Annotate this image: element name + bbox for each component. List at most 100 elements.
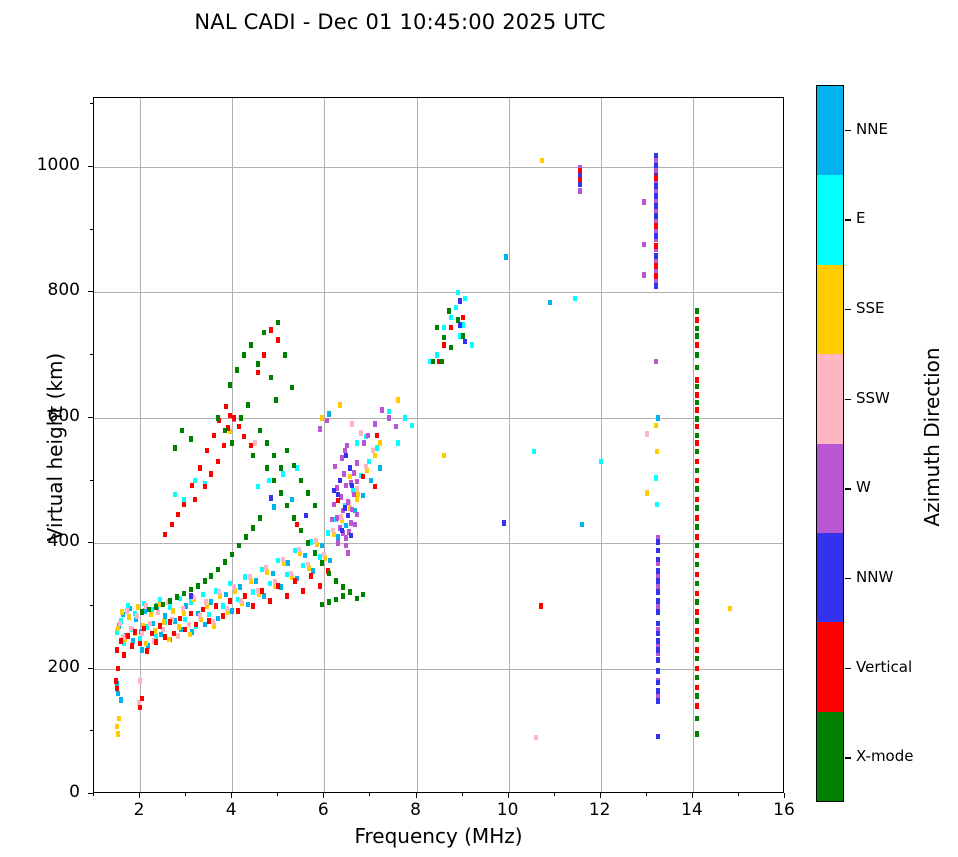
echo-marker-w [653,198,658,204]
echo-marker-e [183,616,188,623]
echo-marker-vertical [267,598,272,604]
colorbar-label-nnw: NNW [856,567,894,586]
echo-marker-w [354,511,359,518]
echo-marker-ssw [314,537,319,544]
echo-marker-x-mode [695,655,700,662]
echo-marker-x-mode [285,447,290,454]
echo-marker-sse [298,550,303,556]
echo-marker-vertical [221,442,226,449]
echo-marker-ssw [297,546,302,553]
echo-marker-nne [195,610,200,617]
echo-marker-ssw [181,605,186,612]
echo-marker-e [158,596,163,603]
echo-marker-nne [327,557,332,564]
echo-marker-w [653,236,658,243]
colorbar-label-x-mode: X-mode [856,747,914,766]
echo-marker-x-mode [446,308,451,314]
echo-marker-nnw [653,183,658,189]
echo-marker-sse [644,490,649,496]
echo-marker-sse [339,517,344,524]
echo-marker-x-mode [435,324,440,331]
echo-marker-nne [238,584,243,590]
echo-marker-x-mode [227,382,232,388]
echo-marker-x-mode [181,590,186,597]
echo-marker-x-mode [179,427,184,434]
echo-marker-x-mode [250,525,255,531]
echo-marker-nnw [656,688,661,694]
echo-marker-nnw [656,679,661,686]
echo-marker-w [653,208,658,214]
echo-marker-x-mode [278,465,283,471]
echo-marker-nnw [656,547,661,554]
echo-marker-nnw [656,638,661,644]
echo-marker-e [243,574,248,580]
echo-marker-vertical [163,531,168,538]
echo-marker-vertical [442,342,447,348]
echo-marker-nne [270,570,275,577]
echo-marker-x-mode [313,502,318,509]
x-tick-label: 4 [225,800,237,820]
echo-marker-x-mode [230,551,235,558]
echo-marker-vertical [197,465,202,471]
echo-marker-nnw [501,520,506,526]
echo-marker-x-mode [273,397,278,403]
echo-marker-vertical [182,501,187,508]
echo-marker-ssw [135,613,140,619]
echo-marker-ssw [161,626,166,633]
echo-marker-nnw [462,338,467,345]
echo-marker-w [333,463,338,470]
echo-marker-ssw [359,430,364,436]
echo-marker-vertical [695,496,700,503]
echo-marker-sse [126,614,131,620]
echo-marker-vertical [695,407,700,413]
echo-marker-ssw [272,579,277,585]
echo-marker-e [172,491,177,498]
echo-marker-sse [182,610,187,617]
echo-marker-w [349,520,354,526]
colorbar-tick [845,667,851,669]
echo-marker-nne [142,608,147,614]
echo-marker-nnw [653,253,658,259]
echo-marker-w [656,535,661,541]
echo-marker-x-mode [248,342,253,348]
echo-marker-w [344,482,349,489]
colorbar-tick [845,757,851,759]
echo-marker-x-mode [257,427,262,434]
echo-marker-x-mode [262,329,267,336]
echo-marker-x-mode [695,325,700,332]
echo-marker-w [653,358,658,365]
echo-marker-vertical [361,473,366,480]
echo-marker-x-mode [147,606,152,613]
echo-marker-vertical [115,665,120,672]
echo-marker-sse [227,428,232,435]
echo-marker-nne [377,465,382,471]
echo-marker-x-mode [695,542,700,549]
echo-marker-x-mode [223,427,228,434]
echo-marker-w [653,188,658,194]
echo-marker-x-mode [154,604,159,610]
echo-marker-e [177,595,182,602]
echo-marker-w [653,228,658,234]
echo-marker-ssw [170,616,175,623]
echo-marker-vertical [216,458,221,465]
echo-marker-sse [176,624,181,630]
gridline-horizontal [94,167,783,168]
echo-marker-vertical [695,377,700,383]
echo-marker-x-mode [347,589,352,595]
echo-marker-sse [232,588,237,594]
echo-marker-w [324,417,329,424]
echo-marker-x-mode [209,573,214,579]
echo-marker-x-mode [250,452,255,459]
echo-marker-sse [115,625,120,632]
echo-marker-nnw [336,491,341,498]
echo-marker-vertical [695,609,700,615]
echo-marker-e [220,603,225,609]
echo-marker-sse [116,715,121,722]
echo-marker-ssw [289,570,294,577]
echo-marker-vertical [188,610,193,617]
echo-marker-x-mode [241,352,246,358]
echo-marker-vertical [202,483,207,490]
x-tick [599,793,601,798]
echo-marker-ssw [143,603,148,609]
echo-marker-nnw [656,539,661,545]
